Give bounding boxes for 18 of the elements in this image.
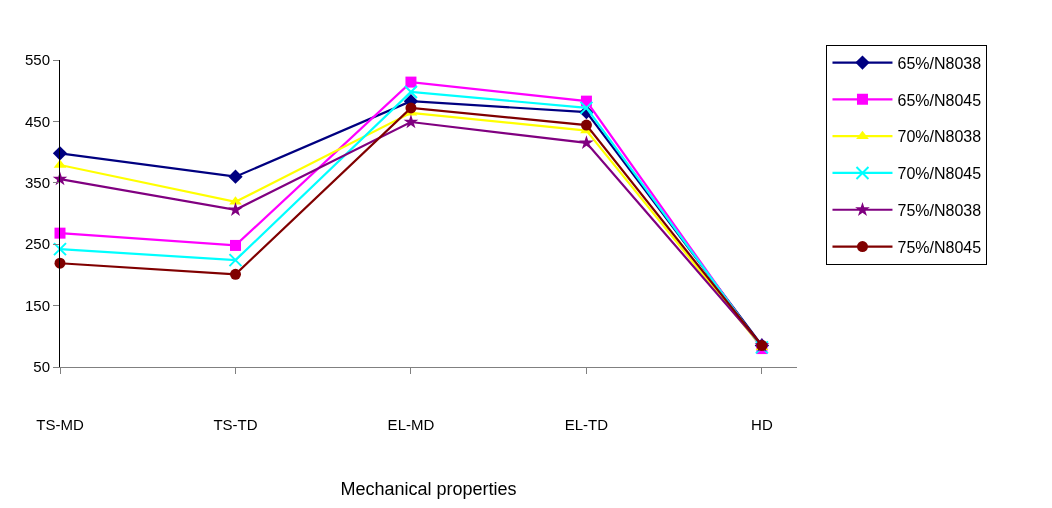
x-tick-label: TS-TD (213, 416, 258, 433)
x-tick-label: EL-MD (387, 416, 435, 433)
legend-label: 75%/N8038 (897, 201, 982, 219)
y-tick-label: 250 (24, 235, 50, 253)
legend-label: 70%/N8045 (897, 165, 982, 183)
y-tick-label: 50 (33, 358, 50, 376)
x-tick-label: HD (751, 416, 773, 433)
x-tick-label: EL-TD (564, 416, 609, 433)
y-tick-label: 550 (24, 51, 50, 69)
legend-label: 75%/N8045 (897, 238, 982, 256)
legend-label: 65%/N8045 (897, 91, 982, 109)
y-tick-label: 150 (24, 296, 50, 314)
legend-label: 65%/N8038 (897, 54, 982, 72)
x-axis-title: Mechanical properties (340, 479, 517, 500)
y-tick-label: 450 (24, 112, 50, 130)
x-tick-label: TS-MD (36, 416, 84, 433)
legend-label: 70%/N8038 (897, 128, 982, 146)
y-tick-label: 350 (24, 174, 50, 192)
